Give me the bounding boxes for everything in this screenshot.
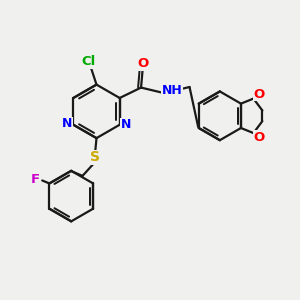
Text: O: O [253,131,264,144]
Text: N: N [121,118,131,131]
Text: F: F [31,173,40,186]
Text: N: N [61,117,72,130]
Text: NH: NH [162,84,183,97]
Text: O: O [253,88,264,100]
Text: O: O [137,57,149,70]
Text: S: S [90,150,100,164]
Text: Cl: Cl [81,55,95,68]
